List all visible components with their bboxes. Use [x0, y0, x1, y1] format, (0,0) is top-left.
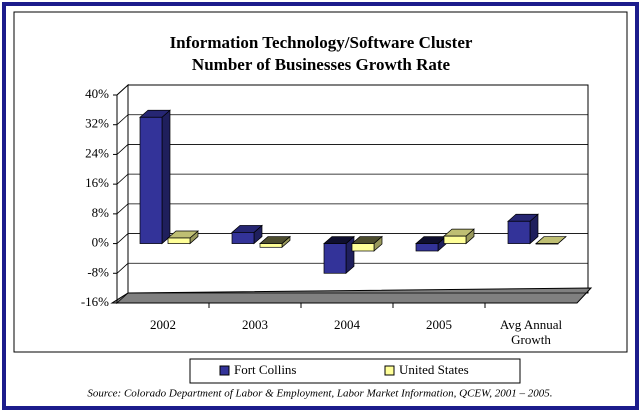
x-tick-label: 2003	[242, 317, 268, 332]
grid-line	[116, 114, 588, 126]
bar-front	[259, 243, 283, 248]
legend-swatch	[384, 365, 395, 376]
y-tick-label: 0%	[92, 235, 110, 250]
grid-line	[116, 203, 588, 215]
bar-front	[231, 232, 255, 244]
bar-side	[161, 109, 171, 245]
grid-line	[116, 144, 588, 155]
x-tick-label: 2005	[426, 317, 452, 332]
grid-line	[116, 233, 588, 244]
legend-label: Fort Collins	[234, 362, 297, 377]
bar	[231, 224, 263, 245]
legend-box	[189, 358, 521, 384]
bar	[323, 235, 355, 275]
bar-front	[507, 220, 531, 244]
bar-front	[415, 243, 439, 252]
grid-line	[116, 84, 588, 96]
x-tick-label: 2002	[150, 317, 176, 332]
legend-swatch	[219, 365, 230, 376]
y-tick-label: 24%	[85, 145, 109, 160]
y-tick-label: -8%	[87, 264, 109, 279]
x-tick-label: 2004	[334, 317, 360, 332]
side-wall	[116, 83, 129, 305]
chart-title: Information Technology/Software Cluster …	[169, 33, 473, 74]
y-tick-label: 8%	[92, 205, 110, 220]
bar	[139, 109, 171, 245]
back-wall	[127, 84, 589, 294]
y-tick-label: 16%	[85, 175, 109, 190]
floor	[110, 287, 593, 304]
grid-line	[116, 292, 588, 304]
y-tick-label: 40%	[85, 86, 109, 101]
y-tick-label: -16%	[81, 294, 109, 309]
grid-line	[116, 262, 588, 274]
bar-front	[535, 243, 559, 245]
legend-label: United States	[399, 362, 469, 377]
chart-border	[13, 11, 628, 353]
frame	[2, 2, 639, 410]
y-tick-label: 32%	[85, 116, 109, 131]
bar	[507, 213, 539, 245]
source: Source: Colorado Department of Labor & E…	[87, 388, 552, 400]
bar	[351, 235, 383, 252]
bar-front	[139, 116, 163, 244]
bar-front	[443, 235, 467, 244]
bar-front	[167, 237, 191, 244]
grid-line	[116, 173, 588, 185]
bar	[443, 228, 475, 245]
bar-front	[351, 243, 375, 252]
bar	[167, 230, 199, 245]
bar	[259, 235, 291, 249]
bar	[535, 236, 567, 245]
x-tick-label: Avg Annual Growth	[499, 317, 563, 347]
bar-front	[323, 243, 347, 274]
